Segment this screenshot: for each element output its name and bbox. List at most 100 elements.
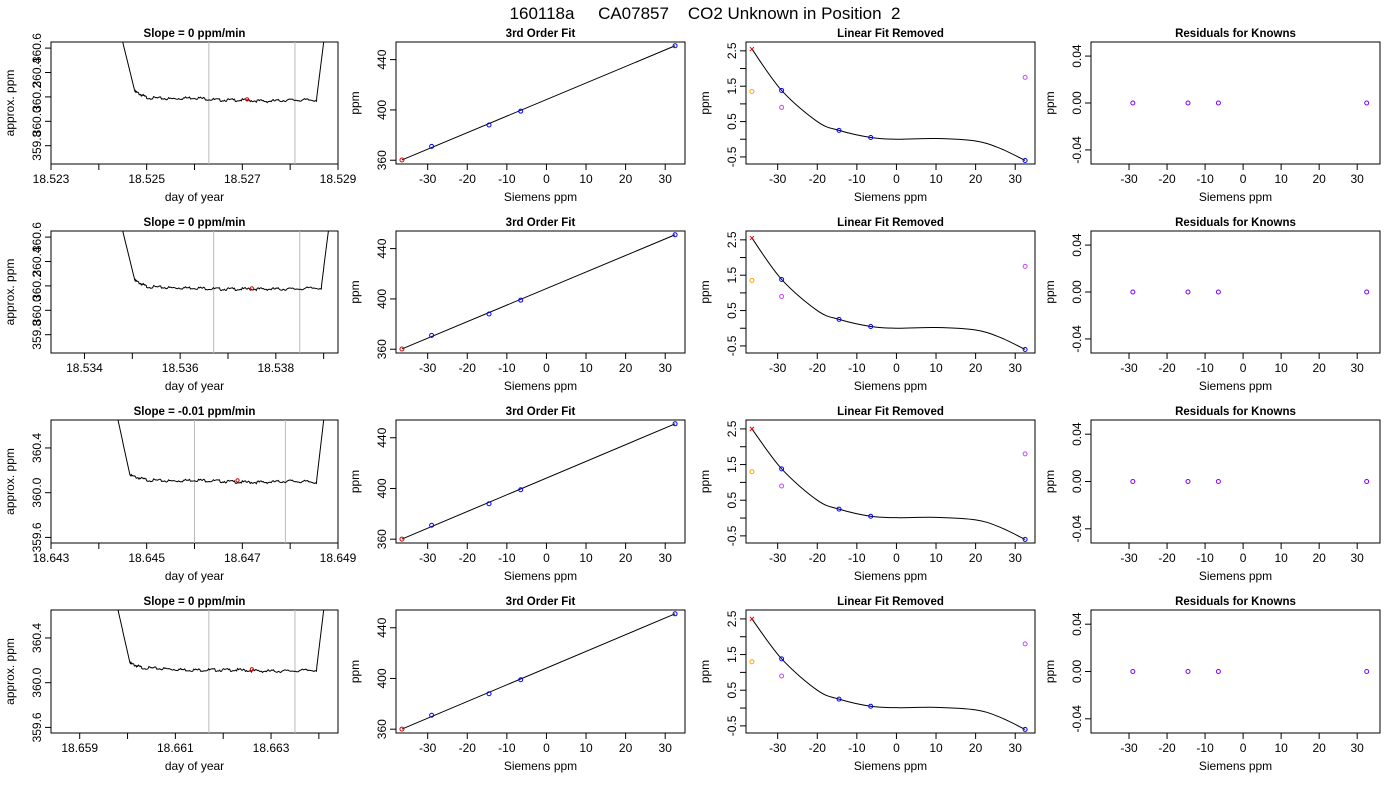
data-point	[1022, 157, 1028, 163]
data-point	[1130, 100, 1136, 106]
x-tick-label: -20	[1158, 551, 1176, 565]
plot-area	[399, 43, 678, 163]
data-point-x	[749, 235, 755, 241]
plot-area	[122, 42, 325, 164]
panel-title: Slope = 0 ppm/min	[144, 28, 246, 40]
y-tick-label: 400	[375, 289, 389, 309]
panel-3-1: Linear Fit Removed Siemens ppm ppm -30 -20 -1…	[698, 28, 1036, 204]
x-tick-label: -10	[848, 741, 866, 755]
data-point	[486, 501, 492, 507]
fit-line	[401, 234, 676, 350]
x-tick-label: 30	[1351, 361, 1365, 375]
x-tick-label: 18.527	[224, 172, 261, 186]
x-axis-label: Siemens ppm	[504, 379, 577, 393]
x-tick-label: 10	[579, 172, 593, 186]
x-axis-label: Siemens ppm	[854, 190, 927, 204]
mean-point	[235, 478, 240, 483]
mean-point	[249, 286, 254, 291]
data-point	[779, 483, 785, 489]
x-tick-label: 20	[619, 741, 633, 755]
panel-title: 3rd Order Fit	[506, 217, 576, 229]
data-point	[779, 466, 785, 472]
x-tick-label: 20	[619, 361, 633, 375]
data-point	[1215, 289, 1221, 295]
y-tick-label: 360.0	[30, 295, 44, 325]
x-tick-label: -20	[459, 172, 477, 186]
x-tick-label: 30	[1009, 551, 1023, 565]
mean-point	[249, 667, 254, 672]
data-point	[1022, 346, 1028, 352]
x-tick-label: -20	[809, 361, 827, 375]
panel-title: Slope = -0.01 ppm/min	[134, 406, 256, 418]
plot-frame	[745, 230, 1036, 354]
data-point	[429, 332, 435, 338]
fit-line	[401, 45, 676, 161]
data-point	[749, 469, 755, 475]
y-axis-label: ppm	[698, 470, 712, 493]
data-point	[779, 276, 785, 282]
y-tick-label: -0.04	[1070, 515, 1084, 543]
x-tick-label: 10	[1274, 361, 1288, 375]
y-tick-label: -0.5	[725, 146, 739, 167]
x-tick-label: 0	[1240, 361, 1247, 375]
x-tick-label: -10	[848, 551, 866, 565]
data-point	[518, 108, 524, 114]
y-tick-label: 1.5	[725, 456, 739, 473]
x-tick-label: 30	[1351, 551, 1365, 565]
data-point	[672, 421, 678, 427]
y-tick-label: 360	[375, 150, 389, 170]
y-tick-label: 360.0	[30, 667, 44, 697]
data-point	[1364, 100, 1370, 106]
data-point-x	[749, 46, 755, 52]
plot-area	[749, 46, 1028, 163]
y-tick-label: 440	[375, 617, 389, 637]
data-point	[672, 232, 678, 238]
y-tick-label: 440	[375, 427, 389, 447]
x-tick-label: 10	[929, 172, 943, 186]
y-tick-label: 360	[375, 339, 389, 359]
panel-2-1: 3rd Order Fit Siemens ppm ppm -30 -20 -10 0 10 2…	[348, 28, 686, 204]
panel-1-4: Slope = 0 ppm/min day of year approx. ppm 1…	[3, 596, 339, 773]
data-point	[868, 703, 874, 709]
data-point	[1215, 100, 1221, 106]
x-tick-label: 0	[893, 172, 900, 186]
panel-2-4: 3rd Order Fit Siemens ppm ppm -30 -20 -10 0 10 2…	[348, 596, 686, 773]
y-tick-label: 0.04	[1070, 612, 1084, 636]
plot-area	[117, 420, 325, 543]
x-tick-label: 0	[543, 361, 550, 375]
x-tick-label: -20	[809, 551, 827, 565]
y-axis-label: ppm	[1043, 660, 1057, 683]
y-tick-label: 360.4	[30, 57, 44, 87]
x-tick-label: -30	[419, 172, 437, 186]
plot-area	[399, 611, 678, 732]
y-tick-label: 0.04	[1070, 422, 1084, 446]
data-point	[399, 157, 405, 163]
panel-2-2: 3rd Order Fit Siemens ppm ppm -30 -20 -10 0 10 2…	[348, 217, 686, 393]
x-tick-label: 0	[1240, 172, 1247, 186]
y-tick-label: 359.6	[30, 522, 44, 552]
x-tick-label: 18.661	[157, 741, 194, 755]
y-tick-label: 360.2	[30, 271, 44, 301]
data-point	[836, 316, 842, 322]
data-point	[1022, 726, 1028, 732]
x-tick-label: -20	[1158, 741, 1176, 755]
y-tick-label: 359.6	[30, 712, 44, 742]
panel-1-1: Slope = 0 ppm/min day of year approx. ppm 1…	[3, 28, 357, 204]
data-point	[749, 278, 755, 284]
x-tick-label: 20	[969, 172, 983, 186]
x-tick-label: 18.534	[66, 361, 103, 375]
panel-4-4: Residuals for Knowns Siemens ppm ppm -30 -20…	[1043, 596, 1381, 773]
data-point	[749, 659, 755, 665]
x-tick-label: 10	[1274, 172, 1288, 186]
x-tick-label: -30	[1120, 551, 1138, 565]
x-tick-label: 10	[929, 551, 943, 565]
y-axis-label: approx. ppm	[3, 638, 17, 705]
data-point	[749, 89, 755, 95]
x-tick-label: -30	[769, 551, 787, 565]
x-tick-label: 0	[893, 741, 900, 755]
panel-title: 3rd Order Fit	[506, 28, 576, 40]
y-tick-label: 360	[375, 529, 389, 549]
plot-frame	[745, 419, 1036, 544]
x-tick-label: 18.659	[61, 741, 98, 755]
x-tick-label: 30	[659, 361, 673, 375]
